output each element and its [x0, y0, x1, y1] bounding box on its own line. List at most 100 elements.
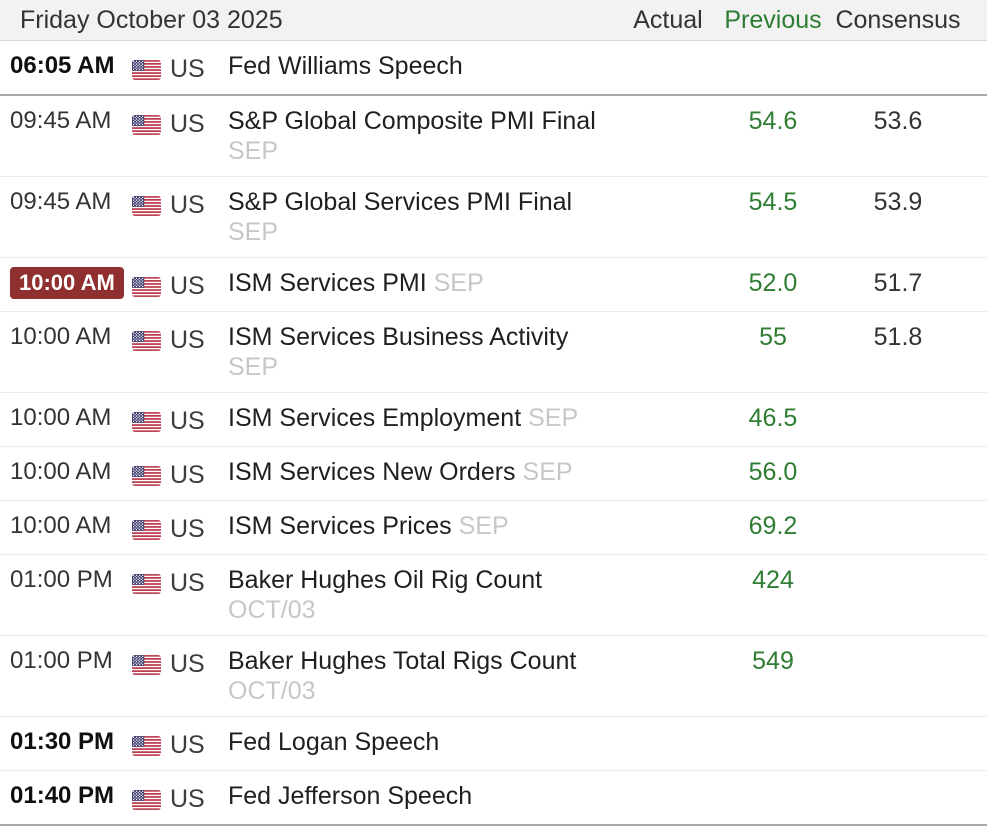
event-row: 01:40 PM US Fed Jefferson Speech: [0, 771, 987, 826]
event-cell: Fed Williams Speech: [228, 51, 623, 81]
event-row: 01:30 PM US Fed Logan Speech: [0, 717, 987, 771]
previous-value[interactable]: 56.0: [748, 458, 798, 486]
calendar-date: Friday October 03 2025: [20, 6, 283, 34]
country-code: US: [170, 515, 205, 543]
event-time: 09:45 AM: [10, 188, 112, 215]
event-name[interactable]: Fed Logan Speech: [228, 728, 440, 756]
event-time: 01:00 PM: [10, 647, 113, 674]
event-name[interactable]: ISM Services PMI: [228, 269, 427, 297]
event-time: 09:45 AM: [10, 107, 112, 134]
us-flag-icon: [132, 60, 161, 80]
country-link[interactable]: US: [132, 187, 228, 220]
event-time: 01:40 PM: [10, 782, 115, 809]
previous-value[interactable]: 52.0: [748, 269, 798, 297]
us-flag-icon: [132, 277, 161, 297]
event-row: 10:00 AM US ISM Services New Orders SEP …: [0, 447, 987, 501]
reference-period: SEP: [228, 218, 279, 246]
event-row: 06:05 AM US Fed Williams Speech: [0, 41, 987, 96]
event-name[interactable]: S&P Global Composite PMI Final: [228, 107, 596, 135]
country-link[interactable]: US: [132, 457, 228, 490]
event-name[interactable]: S&P Global Services PMI Final: [228, 188, 573, 216]
country-code: US: [170, 731, 205, 759]
country-code: US: [170, 569, 205, 597]
event-row: 10:00 AM US ISM Services Business Activi…: [0, 312, 987, 393]
previous-value[interactable]: 549: [752, 647, 794, 675]
event-cell: Fed Jefferson Speech: [228, 781, 623, 811]
event-name[interactable]: ISM Services Prices: [228, 512, 452, 540]
country-link[interactable]: US: [132, 727, 228, 760]
previous-value[interactable]: 424: [752, 566, 794, 594]
us-flag-icon: [132, 466, 161, 486]
reference-period: OCT/03: [228, 677, 316, 705]
event-row: 09:45 AM US S&P Global Composite PMI Fin…: [0, 96, 987, 177]
country-code: US: [170, 407, 205, 435]
event-name[interactable]: Baker Hughes Oil Rig Count: [228, 566, 543, 594]
us-flag-icon: [132, 574, 161, 594]
event-cell: S&P Global Composite PMI Final SEP: [228, 106, 623, 166]
reference-period: SEP: [433, 269, 484, 297]
event-cell: ISM Services PMI SEP: [228, 268, 623, 298]
event-name[interactable]: ISM Services Business Activity: [228, 323, 569, 351]
event-time: 10:00 AM: [10, 323, 112, 350]
calendar-day-header: Friday October 03 2025 Actual Previous C…: [0, 0, 987, 41]
reference-period: SEP: [228, 137, 279, 165]
us-flag-icon: [132, 331, 161, 351]
event-name[interactable]: Fed Jefferson Speech: [228, 782, 473, 810]
event-time: 10:00 AM: [10, 404, 112, 431]
country-link[interactable]: US: [132, 511, 228, 544]
reference-period: SEP: [458, 512, 509, 540]
event-name[interactable]: ISM Services New Orders: [228, 458, 516, 486]
country-link[interactable]: US: [132, 646, 228, 679]
country-link[interactable]: US: [132, 565, 228, 598]
event-cell: Baker Hughes Total Rigs Count OCT/03: [228, 646, 623, 706]
event-time: 01:00 PM: [10, 566, 113, 593]
country-link[interactable]: US: [132, 106, 228, 139]
us-flag-icon: [132, 736, 161, 756]
previous-value[interactable]: 54.5: [748, 188, 798, 216]
event-row: 10:00 AM US ISM Services Prices SEP 69.2: [0, 501, 987, 555]
event-name[interactable]: Baker Hughes Total Rigs Count: [228, 647, 577, 675]
us-flag-icon: [132, 520, 161, 540]
event-time: 01:30 PM: [10, 728, 115, 755]
us-flag-icon: [132, 115, 161, 135]
reference-period: OCT/03: [228, 596, 316, 624]
country-link[interactable]: US: [132, 322, 228, 355]
reference-period: SEP: [228, 353, 279, 381]
country-code: US: [170, 55, 205, 83]
event-cell: ISM Services Prices SEP: [228, 511, 623, 541]
event-name[interactable]: ISM Services Employment: [228, 404, 522, 432]
consensus-value[interactable]: 51.8: [873, 323, 923, 351]
event-cell: Baker Hughes Oil Rig Count OCT/03: [228, 565, 623, 625]
country-link[interactable]: US: [132, 781, 228, 814]
consensus-value[interactable]: 53.6: [873, 107, 923, 135]
event-time: 10:00 AM: [10, 458, 112, 485]
previous-value[interactable]: 54.6: [748, 107, 798, 135]
country-code: US: [170, 191, 205, 219]
column-header-actual: Actual: [633, 6, 703, 34]
event-row: 10:00 AM US ISM Services PMI SEP 52.0 51…: [0, 258, 987, 312]
event-name[interactable]: Fed Williams Speech: [228, 52, 463, 80]
country-link[interactable]: US: [132, 268, 228, 301]
event-cell: Fed Logan Speech: [228, 727, 623, 757]
column-header-consensus: Consensus: [835, 6, 961, 34]
reference-period: SEP: [528, 404, 579, 432]
column-header-previous: Previous: [724, 6, 822, 34]
event-cell: S&P Global Services PMI Final SEP: [228, 187, 623, 247]
previous-value[interactable]: 69.2: [748, 512, 798, 540]
previous-value[interactable]: 46.5: [748, 404, 798, 432]
event-time-upcoming: 10:00 AM: [0, 267, 132, 299]
event-time: 06:05 AM: [10, 52, 115, 79]
event-row: 10:00 AM US ISM Services Employment SEP …: [0, 393, 987, 447]
event-cell: ISM Services New Orders SEP: [228, 457, 623, 487]
event-row: 09:45 AM US S&P Global Services PMI Fina…: [0, 177, 987, 258]
previous-value[interactable]: 55: [759, 323, 787, 351]
consensus-value[interactable]: 53.9: [873, 188, 923, 216]
country-link[interactable]: US: [132, 51, 228, 84]
reference-period: SEP: [522, 458, 573, 486]
country-code: US: [170, 110, 205, 138]
event-cell: ISM Services Employment SEP: [228, 403, 623, 433]
us-flag-icon: [132, 655, 161, 675]
country-link[interactable]: US: [132, 403, 228, 436]
consensus-value[interactable]: 51.7: [873, 269, 923, 297]
